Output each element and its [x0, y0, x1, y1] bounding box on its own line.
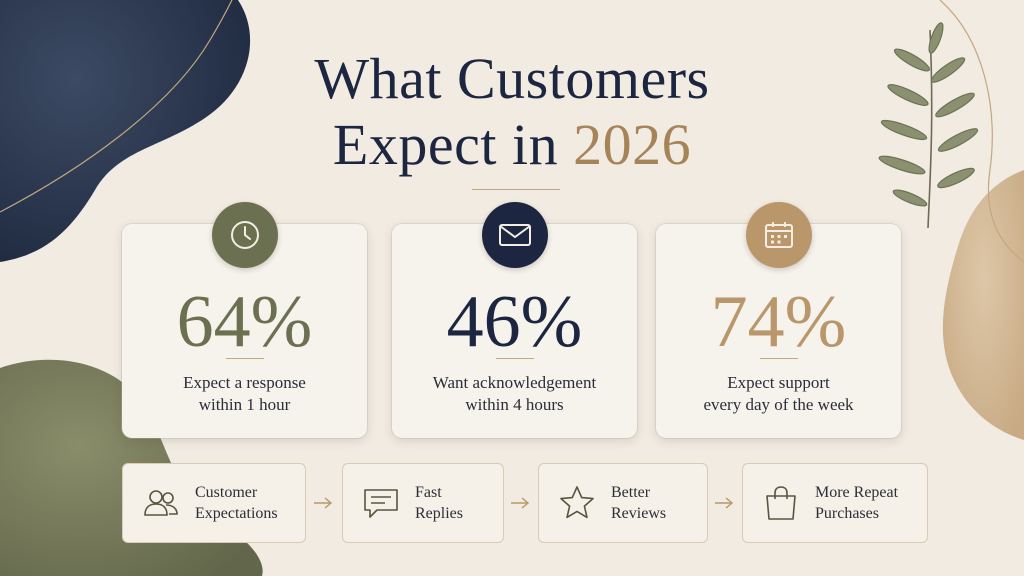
- title-prefix: Expect in: [332, 112, 574, 177]
- stat-card-response: 64% Expect a response within 1 hour: [122, 202, 367, 438]
- tan-blob: [942, 170, 1024, 440]
- arrow-right-icon: [314, 497, 333, 509]
- title-year: 2026: [573, 112, 692, 177]
- shopping-bag-icon: [766, 486, 796, 520]
- olive-branch: [878, 22, 979, 229]
- star-icon: [560, 486, 594, 519]
- flow-step-fast-replies: Fast Replies: [342, 463, 504, 543]
- stat-caption: Expect a response within 1 hour: [183, 373, 306, 414]
- flow-label: More Repeat Purchases: [815, 484, 899, 522]
- stat-card-acknowledgement: 46% Want acknowledgement within 4 hours: [392, 202, 637, 438]
- title-line-1: What Customers: [314, 46, 710, 111]
- stat-divider: [225, 358, 264, 359]
- calendar-icon: [745, 202, 812, 268]
- envelope-icon: [481, 202, 548, 268]
- stat-caption: Want acknowledgement within 4 hours: [432, 373, 597, 414]
- flow-step-better-reviews: Better Reviews: [538, 463, 708, 543]
- flow-label: Better Reviews: [611, 484, 667, 522]
- clock-icon: [211, 202, 278, 268]
- arrow-right-icon: [511, 497, 530, 509]
- stat-card-support: 74% Expect support every day of the week: [656, 202, 901, 438]
- flow-label: Customer Expectations: [195, 484, 278, 522]
- page-title: What Customers Expect in 2026: [0, 46, 1024, 178]
- stat-value: 64%: [176, 281, 313, 363]
- flow-label: Fast Replies: [415, 484, 463, 522]
- stat-divider: [759, 358, 798, 359]
- title-line-2: Expect in 2026: [0, 112, 1024, 178]
- flow-step-customer-expectations: Customer Expectations: [122, 463, 306, 543]
- arrow-right-icon: [715, 497, 734, 509]
- stat-caption: Expect support every day of the week: [703, 373, 854, 414]
- title-divider: [472, 189, 560, 190]
- gold-line-left: [0, 0, 233, 213]
- stat-value: 74%: [710, 281, 847, 363]
- gold-line-right: [939, 0, 1024, 263]
- stat-value: 46%: [446, 281, 583, 363]
- chat-icon: [364, 489, 398, 518]
- flow-step-repeat-purchases: More Repeat Purchases: [742, 463, 928, 543]
- stat-divider: [495, 358, 534, 359]
- people-icon: [144, 490, 178, 516]
